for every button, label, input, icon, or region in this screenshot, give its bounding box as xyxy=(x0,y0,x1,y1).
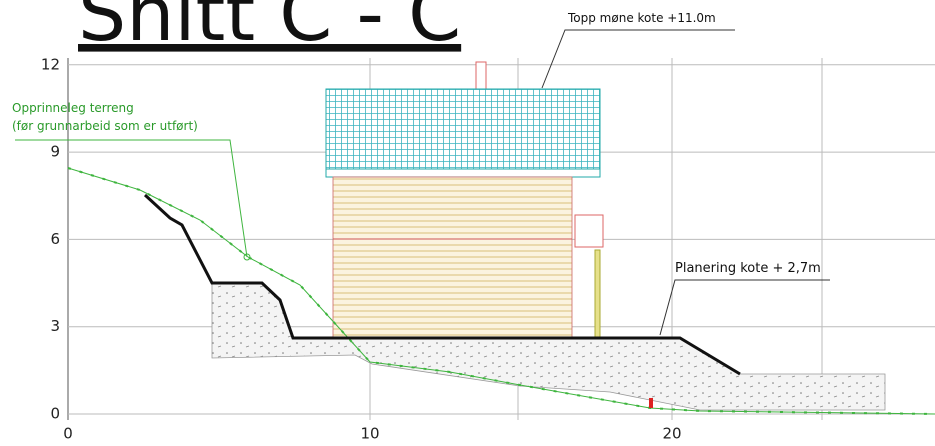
post xyxy=(594,249,601,339)
annotation: (før grunnarbeid som er utført) xyxy=(12,119,198,133)
eaves xyxy=(325,168,601,178)
window xyxy=(574,214,604,248)
leader-end xyxy=(243,253,251,261)
x-tick-label: 20 xyxy=(662,425,681,443)
annotation: Opprinneleg terreng xyxy=(12,101,134,115)
y-tick-label: 12 xyxy=(41,55,60,73)
leader xyxy=(15,139,248,258)
marker xyxy=(649,398,653,408)
new-terrain xyxy=(143,193,741,376)
y-tick-label: 6 xyxy=(50,230,60,248)
annotation: Topp møne kote +11.0m xyxy=(567,11,716,25)
wall xyxy=(332,176,573,339)
title: Snitt C - C xyxy=(78,0,461,58)
roof xyxy=(325,88,601,170)
x-tick-label: 10 xyxy=(360,425,379,443)
chimney xyxy=(475,61,487,90)
leader xyxy=(541,29,735,89)
y-tick-label: 9 xyxy=(50,143,60,161)
y-tick-label: 0 xyxy=(50,405,60,423)
y-tick-label: 3 xyxy=(50,317,60,335)
annotation: Planering kote + 2,7m xyxy=(675,261,821,276)
leader xyxy=(659,279,830,336)
x-tick-label: 0 xyxy=(63,425,73,443)
original-terrain-line xyxy=(67,167,935,415)
